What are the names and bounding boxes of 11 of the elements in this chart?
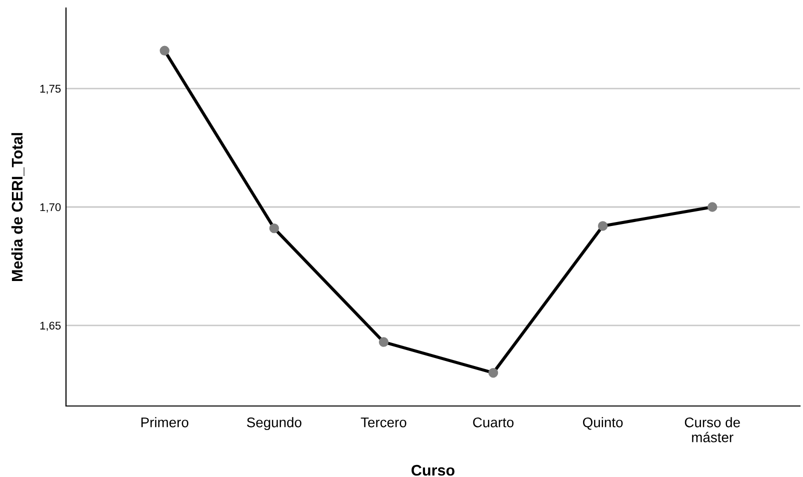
y-tick-label: 1,75 <box>40 84 61 94</box>
x-tick-label: Quinto <box>583 417 623 430</box>
x-tick-label: Cuarto <box>473 417 514 428</box>
x-tick-label: Tercero <box>360 418 406 428</box>
y-tick-label: 1,65 <box>40 322 61 331</box>
x-axis-title: Curso <box>412 464 454 476</box>
y-tick-label: 1,70 <box>40 203 61 212</box>
x-tick-label: Curso de máster <box>684 417 740 442</box>
x-tick-label: Primero <box>141 417 188 428</box>
x-tick-label: Segundo <box>246 417 302 430</box>
y-axis-title: Media de CERI_Total <box>11 133 24 281</box>
